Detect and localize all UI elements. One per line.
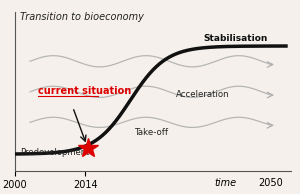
Text: current situation: current situation — [38, 86, 131, 95]
Text: Take-off: Take-off — [135, 128, 170, 137]
Text: 2050: 2050 — [259, 178, 283, 188]
Text: Predevelopment: Predevelopment — [20, 148, 89, 157]
Text: Acceleration: Acceleration — [176, 90, 229, 99]
Text: time: time — [215, 178, 237, 188]
Text: Stabilisation: Stabilisation — [204, 34, 268, 43]
Text: Transition to bioeconomy: Transition to bioeconomy — [20, 12, 144, 22]
